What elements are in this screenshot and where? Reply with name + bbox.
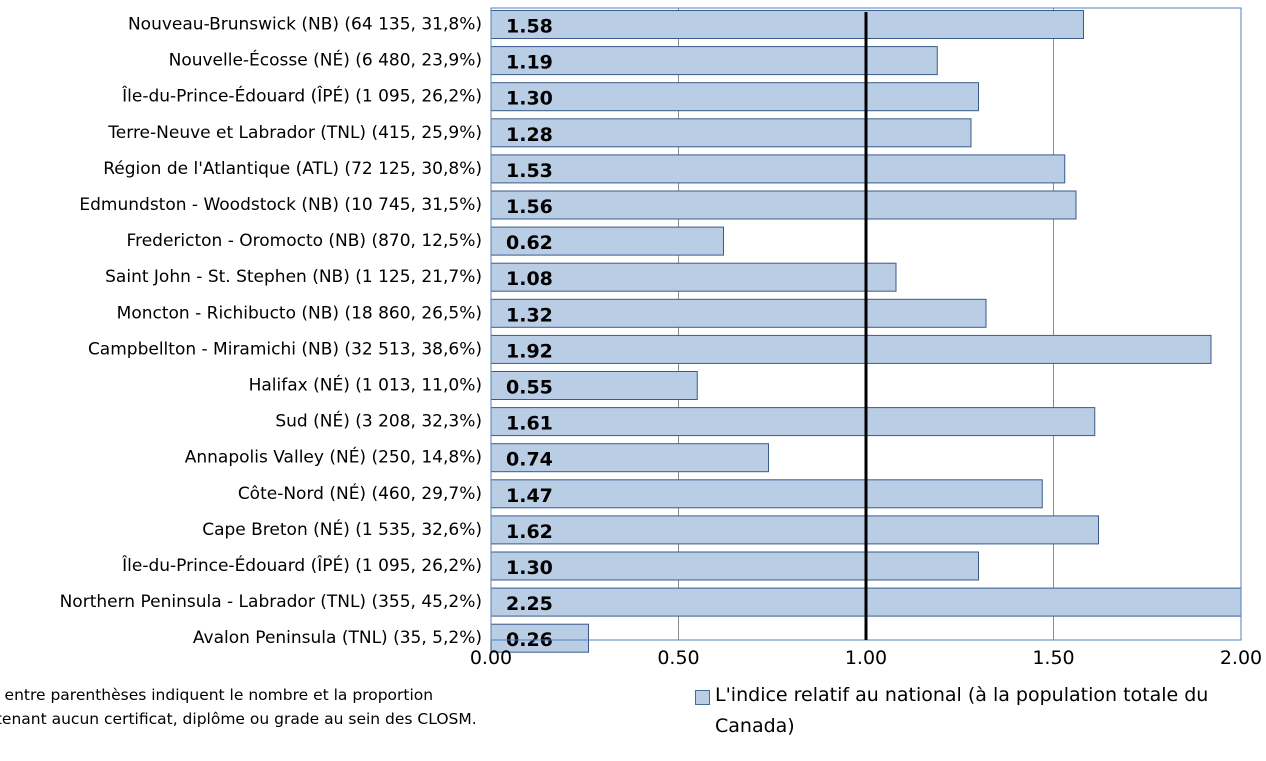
bar [490, 46, 938, 76]
bar [490, 10, 1084, 39]
category-label: Région de l'Atlantique (ATL) (72 125, 30… [103, 159, 482, 179]
category-label: Halifax (NÉ) (1 013, 11,0%) [249, 374, 482, 396]
bar [490, 190, 1077, 220]
x-tick-label: 0.50 [657, 647, 699, 669]
footnote: es entre parenthèses indiquent le nombre… [0, 683, 602, 731]
footnote-line-2: létenant aucun certificat, diplôme ou gr… [0, 710, 477, 728]
bar-value-label: 2.25 [506, 593, 553, 615]
bar [490, 479, 1043, 509]
legend: L'indice relatif au national (à la popul… [695, 680, 1260, 742]
bar [490, 407, 1096, 437]
category-label: Île-du-Prince-Édouard (ÎPÉ) (1 095, 26,2… [121, 85, 482, 107]
bar-value-label: 1.28 [506, 124, 553, 146]
bar-value-label: 0.74 [506, 449, 553, 471]
bar [490, 82, 979, 112]
bar-value-label: 1.32 [506, 304, 553, 326]
bar-value-label: 1.19 [506, 52, 553, 74]
category-label: Fredericton - Oromocto (NB) (870, 12,5%) [127, 231, 482, 251]
category-label: Nouveau-Brunswick (NB) (64 135, 31,8%) [128, 15, 482, 35]
bar-value-label: 0.62 [506, 232, 553, 254]
bar-value-label: 0.55 [506, 377, 553, 399]
bar [490, 298, 987, 328]
bar [490, 262, 897, 292]
bar [490, 623, 589, 653]
category-label: Sud (NÉ) (3 208, 32,3%) [275, 410, 482, 432]
bar-value-label: 1.47 [506, 485, 553, 507]
bar-value-label: 1.56 [506, 196, 553, 218]
bar [490, 118, 972, 148]
category-label: Campbellton - Miramichi (NB) (32 513, 38… [88, 339, 482, 359]
category-label: Edmundston - Woodstock (NB) (10 745, 31,… [79, 195, 482, 215]
bar [490, 154, 1066, 184]
category-label: Nouvelle-Écosse (NÉ) (6 480, 23,9%) [169, 49, 482, 71]
legend-label: L'indice relatif au national (à la popul… [715, 684, 1209, 737]
bar-value-label: 1.08 [506, 268, 553, 290]
bar-value-label: 1.92 [506, 340, 553, 362]
x-tick-label: 1.50 [1032, 647, 1074, 669]
bar [490, 334, 1212, 364]
bar-value-label: 1.61 [506, 413, 553, 435]
category-label: Cape Breton (NÉ) (1 535, 32,6%) [202, 518, 482, 540]
category-label: Saint John - St. Stephen (NB) (1 125, 21… [105, 267, 482, 287]
x-tick-label: 1.00 [845, 647, 887, 669]
x-tick-label: 2.00 [1220, 647, 1262, 669]
footnote-line-1: es entre parenthèses indiquent le nombre… [0, 686, 434, 704]
category-label: Moncton - Richibucto (NB) (18 860, 26,5%… [117, 303, 482, 323]
bar-value-label: 1.62 [506, 521, 553, 543]
x-tick-label: 0.00 [470, 647, 512, 669]
category-label: Île-du-Prince-Édouard (ÎPÉ) (1 095, 26,2… [121, 554, 482, 576]
bar-value-label: 1.53 [506, 160, 553, 182]
bar-value-label: 1.30 [506, 557, 553, 579]
bar [490, 551, 979, 581]
category-label: Côte-Nord (NÉ) (460, 29,7%) [238, 482, 482, 504]
category-label: Terre-Neuve et Labrador (TNL) (415, 25,9… [107, 123, 482, 143]
legend-swatch [695, 690, 710, 705]
category-label: Annapolis Valley (NÉ) (250, 14,8%) [185, 446, 482, 468]
category-label: Avalon Peninsula (TNL) (35, 5,2%) [193, 628, 482, 648]
bar [490, 515, 1099, 545]
category-label: Northern Peninsula - Labrador (TNL) (355… [60, 592, 482, 612]
bar-value-label: 1.30 [506, 88, 553, 110]
bar-value-label: 1.58 [506, 16, 553, 38]
